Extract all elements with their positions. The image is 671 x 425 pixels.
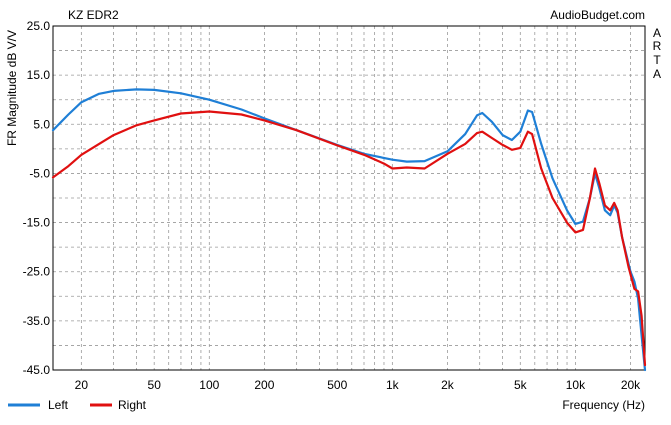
x-tick-label: 20k <box>621 378 641 392</box>
side-label-t: T <box>653 53 661 67</box>
side-label-a1: A <box>653 26 661 40</box>
watermark: AudioBudget.com <box>550 8 645 22</box>
y-tick-label: -25.0 <box>23 265 51 279</box>
y-tick-label: -15.0 <box>23 216 51 230</box>
chart-title: KZ EDR2 <box>68 8 119 22</box>
x-tick-label: 200 <box>254 378 274 392</box>
x-tick-label: 100 <box>199 378 219 392</box>
x-axis-label: Frequency (Hz) <box>562 398 645 412</box>
plot-area-frame <box>52 25 646 371</box>
series-line-right <box>51 110 647 367</box>
y-tick-label: -5.0 <box>29 166 50 180</box>
x-axis-ticks: 20 50 100 200 500 1k 2k 5k 10k 20k <box>75 378 641 392</box>
y-axis-ticks: 25.0 15.0 5.0 -5.0 -15.0 -25.0 -35.0 -45.0 <box>23 19 51 377</box>
y-axis-label: FR Magnitude dB V/V <box>5 30 19 146</box>
x-tick-label: 50 <box>148 378 162 392</box>
x-tick-label: 1k <box>386 378 400 392</box>
series-line-left <box>51 88 647 372</box>
y-tick-label: 5.0 <box>33 117 50 131</box>
legend: Left Right <box>8 398 147 412</box>
x-tick-label: 500 <box>327 378 347 392</box>
y-tick-label: -45.0 <box>23 363 51 377</box>
y-tick-label: -35.0 <box>23 314 51 328</box>
y-tick-label: 25.0 <box>27 19 51 33</box>
x-tick-label: 10k <box>566 378 586 392</box>
side-label-a2: A <box>653 67 661 81</box>
side-label-r: R <box>653 39 662 53</box>
x-tick-label: 20 <box>75 378 89 392</box>
x-tick-label: 5k <box>514 378 528 392</box>
y-tick-label: 15.0 <box>27 68 51 82</box>
legend-label-left: Left <box>48 398 69 412</box>
grid <box>53 26 645 370</box>
x-tick-label: 2k <box>441 378 455 392</box>
series-lines <box>51 88 647 372</box>
legend-label-right: Right <box>118 398 147 412</box>
